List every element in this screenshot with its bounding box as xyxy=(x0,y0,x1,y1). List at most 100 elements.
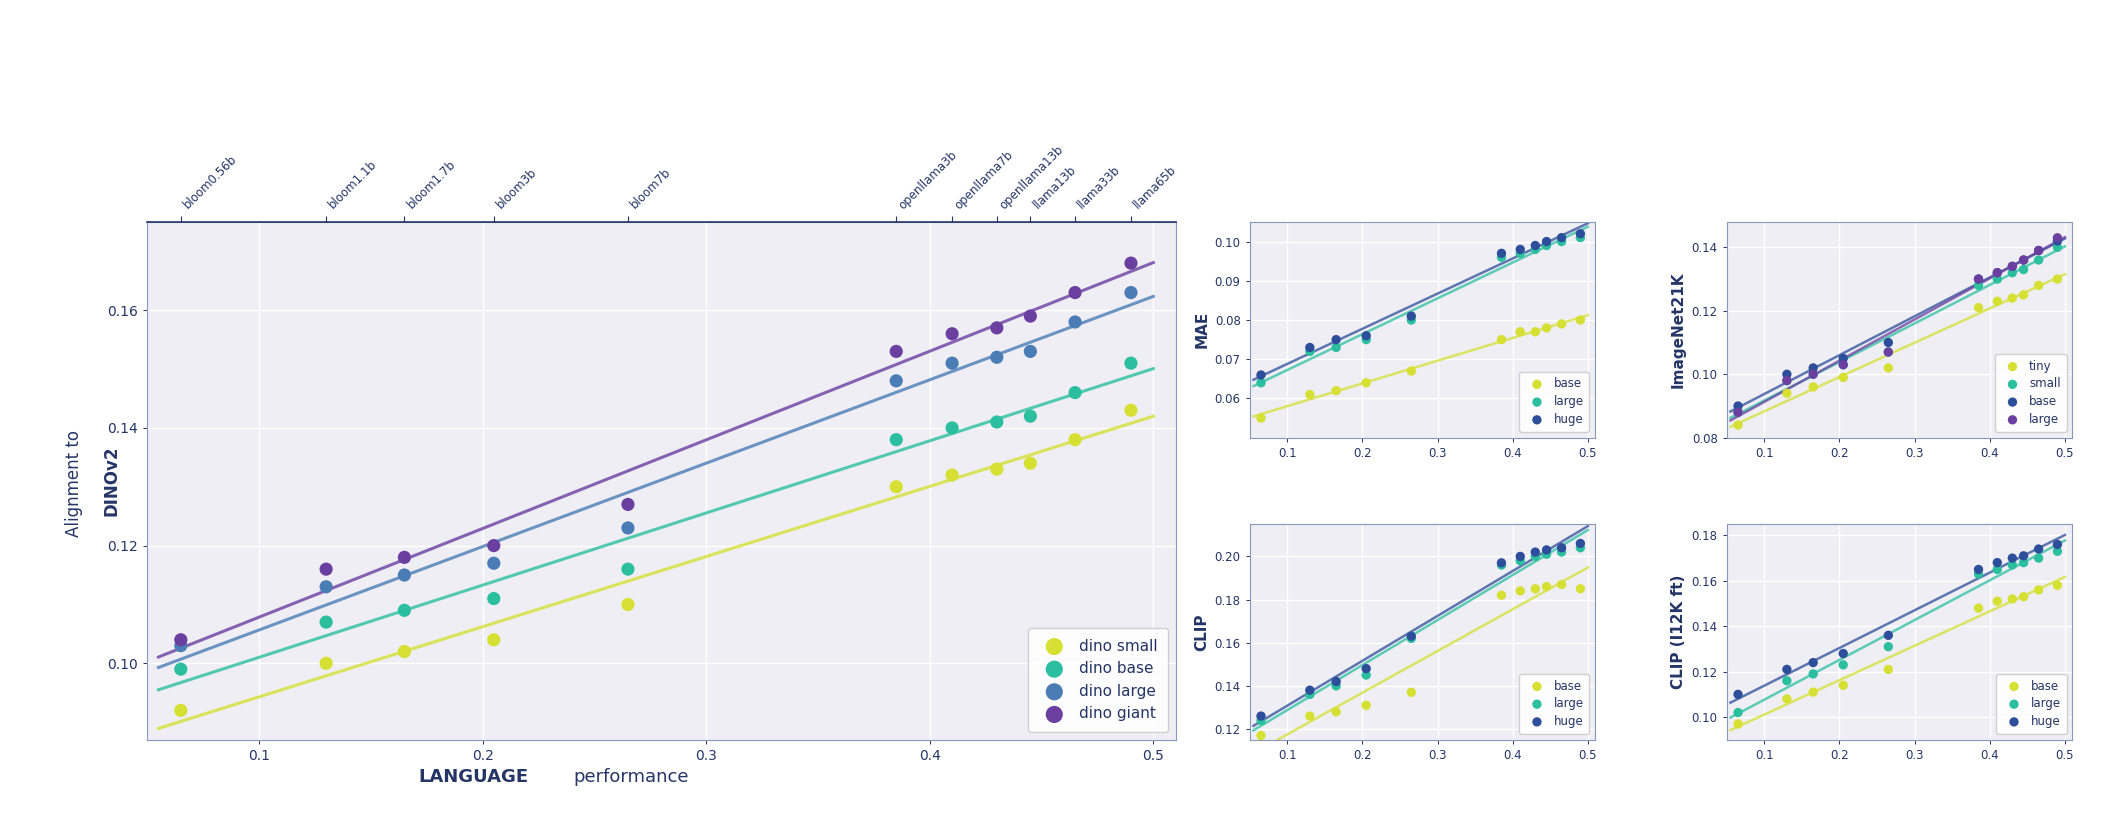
Point xyxy=(1797,362,1830,375)
Point xyxy=(1243,412,1277,425)
dino base xyxy=(936,422,970,435)
Point xyxy=(2007,590,2041,603)
Point xyxy=(1544,546,1578,559)
Y-axis label: MAE: MAE xyxy=(1195,312,1210,349)
Point xyxy=(1349,333,1382,346)
Point xyxy=(1519,239,1553,252)
Point xyxy=(2007,549,2041,562)
Point xyxy=(1995,292,2028,305)
Point xyxy=(1826,647,1860,660)
Point xyxy=(1721,688,1755,701)
Point xyxy=(1721,706,1755,719)
Point xyxy=(1243,709,1277,723)
Point xyxy=(1504,326,1538,339)
Point xyxy=(1544,235,1578,248)
dino large xyxy=(936,357,970,370)
Point xyxy=(1826,658,1860,672)
dino large xyxy=(1058,316,1092,329)
Point xyxy=(1395,632,1429,645)
Text: Alignment to: Alignment to xyxy=(65,425,82,537)
Point xyxy=(1870,345,1904,358)
Point xyxy=(1870,640,1904,653)
Point xyxy=(1319,679,1353,692)
Point xyxy=(1797,367,1830,381)
dino base xyxy=(164,663,198,676)
Point xyxy=(1961,563,1995,576)
Point xyxy=(1769,692,1803,705)
dino giant xyxy=(309,562,343,575)
dino base xyxy=(309,616,343,629)
Text: DINOv2: DINOv2 xyxy=(103,446,120,516)
Point xyxy=(1485,556,1519,570)
dino large xyxy=(980,351,1014,364)
Point xyxy=(1349,668,1382,681)
Point xyxy=(2022,244,2056,257)
Point xyxy=(1826,358,1860,372)
dino large xyxy=(309,580,343,593)
dino giant xyxy=(1014,310,1048,323)
Point xyxy=(2022,253,2056,266)
dino base xyxy=(478,592,511,605)
dino small xyxy=(936,469,970,482)
Point xyxy=(1797,656,1830,669)
dino giant xyxy=(387,551,421,564)
Y-axis label: CLIP: CLIP xyxy=(1193,613,1210,651)
dino large xyxy=(478,556,511,570)
Point xyxy=(1870,362,1904,375)
Point xyxy=(1870,663,1904,676)
Point xyxy=(1294,341,1328,354)
Point xyxy=(1485,558,1519,571)
Point xyxy=(1395,686,1429,699)
Point xyxy=(2041,545,2075,558)
Point xyxy=(1995,552,2028,565)
Point xyxy=(1544,231,1578,244)
Point xyxy=(1544,541,1578,554)
Point xyxy=(2007,263,2041,276)
dino small xyxy=(879,480,913,493)
Point xyxy=(1826,679,1860,692)
Point xyxy=(1980,556,2014,569)
Point xyxy=(1519,546,1553,559)
Point xyxy=(1980,266,2014,279)
dino large xyxy=(610,521,644,534)
Point xyxy=(2041,272,2075,285)
Point xyxy=(1319,384,1353,397)
Point xyxy=(2007,253,2041,266)
dino base xyxy=(610,562,644,575)
Point xyxy=(1563,227,1597,240)
Legend: base, large, huge: base, large, huge xyxy=(1997,674,2066,734)
Point xyxy=(1485,333,1519,346)
Point xyxy=(1504,242,1538,256)
dino base xyxy=(1014,409,1048,423)
dino large xyxy=(1014,344,1048,358)
Point xyxy=(1530,321,1563,335)
Point xyxy=(1319,341,1353,354)
Point xyxy=(1721,406,1755,419)
Point xyxy=(1294,688,1328,701)
Point xyxy=(1980,594,2014,607)
Point xyxy=(1530,543,1563,556)
Point xyxy=(1349,699,1382,712)
dino small xyxy=(164,704,198,717)
Point xyxy=(1504,584,1538,598)
Point xyxy=(1961,272,1995,285)
Point xyxy=(1980,272,2014,285)
Legend: dino small, dino base, dino large, dino giant: dino small, dino base, dino large, dino … xyxy=(1029,628,1168,732)
Point xyxy=(1721,399,1755,413)
dino small xyxy=(610,598,644,611)
Point xyxy=(1349,662,1382,675)
Point xyxy=(2022,244,2056,257)
Point xyxy=(1769,663,1803,676)
Point xyxy=(1961,301,1995,314)
Point xyxy=(1995,260,2028,273)
Point xyxy=(1797,686,1830,699)
Point xyxy=(1319,675,1353,688)
Text: performance: performance xyxy=(574,768,688,786)
dino giant xyxy=(1058,286,1092,299)
dino small xyxy=(980,463,1014,476)
Point xyxy=(1243,376,1277,390)
Point xyxy=(1243,729,1277,742)
Point xyxy=(1519,582,1553,595)
dino small xyxy=(1058,433,1092,446)
Point xyxy=(1769,374,1803,387)
